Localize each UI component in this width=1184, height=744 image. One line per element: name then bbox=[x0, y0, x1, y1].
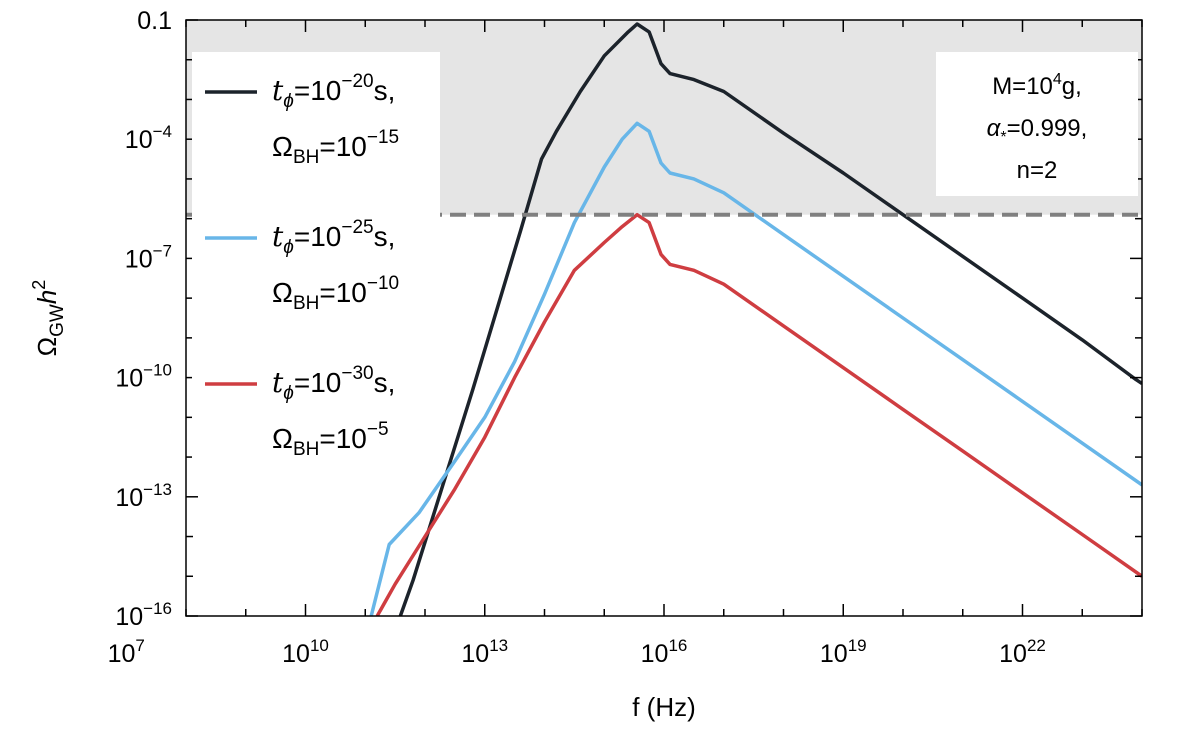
legend: tϕ=10−20s, ΩBH=10−15 tϕ=10−25s, ΩBH=10−10 tϕ… bbox=[205, 71, 399, 460]
x-tick-label: 107 bbox=[108, 636, 145, 668]
y-tick-label: 10−7 bbox=[125, 241, 172, 273]
y-tick-label: 10−4 bbox=[125, 122, 172, 154]
series-layer bbox=[369, 22, 1142, 616]
x-tick-label: 1016 bbox=[641, 636, 688, 668]
legend-sublabel-1: ΩBH=10−15 bbox=[272, 127, 399, 168]
x-tick-label: 1019 bbox=[820, 636, 867, 668]
x-axis-title: f (Hz) bbox=[632, 692, 696, 722]
x-tick-label: 1010 bbox=[282, 636, 329, 668]
legend-box bbox=[192, 52, 440, 462]
y-tick-label: 0.1 bbox=[137, 7, 172, 35]
ticks-layer: 107 1010 1013 1016 1019 1022 0.1 10−4 10−7 10−10 1… bbox=[108, 7, 1143, 668]
legend-sublabel-3: ΩBH=10−5 bbox=[272, 419, 389, 460]
axis-labels: f (Hz) ΩGWh2 bbox=[29, 280, 696, 722]
y-tick-label: 10−13 bbox=[115, 480, 172, 512]
series-line-3 bbox=[375, 212, 1142, 616]
annotation-spin: α*=0.999, bbox=[987, 115, 1088, 146]
legend-sublabel-2: ΩBH=10−10 bbox=[272, 273, 399, 314]
legend-label-2: tϕ=10−25s, bbox=[272, 217, 395, 258]
y-tick-label: 10−10 bbox=[115, 361, 172, 393]
legend-label-3: tϕ=10−30s, bbox=[272, 363, 395, 404]
annotation-mass: M=104g, bbox=[992, 71, 1082, 100]
y-axis-title: ΩGWh2 bbox=[29, 280, 68, 357]
parameter-annotation: M=104g, α*=0.999, n=2 bbox=[987, 71, 1088, 184]
x-tick-label: 1022 bbox=[999, 636, 1046, 668]
x-tick-label: 1013 bbox=[461, 636, 508, 668]
series-line-2 bbox=[369, 121, 1142, 616]
series-line-1 bbox=[398, 22, 1142, 616]
annotation-box bbox=[936, 52, 1138, 196]
annotation-n: n=2 bbox=[1017, 157, 1058, 184]
y-tick-label: 10−16 bbox=[115, 599, 172, 631]
legend-label-1: tϕ=10−20s, bbox=[272, 71, 395, 112]
